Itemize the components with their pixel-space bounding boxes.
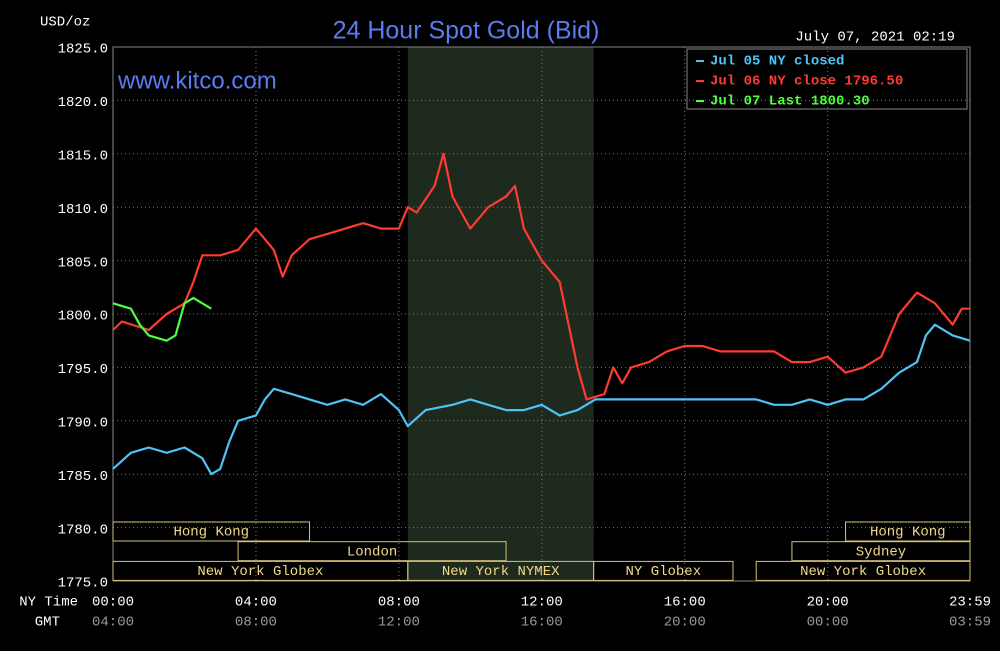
y-tick-label: 1800.0	[58, 309, 108, 325]
x-tick-label: 16:00	[664, 595, 706, 611]
x2-axis-label: GMT	[35, 615, 60, 631]
x2-tick-label: 03:59	[949, 615, 991, 631]
session-label: Hong Kong	[870, 525, 946, 541]
y-axis-label: USD/oz	[40, 15, 90, 31]
y-tick-label: 1820.0	[58, 95, 108, 111]
series-line	[112, 296, 212, 342]
x2-tick-label: 08:00	[235, 615, 277, 631]
session-label: New York Globex	[197, 564, 323, 580]
session-label: London	[347, 544, 397, 560]
y-tick-label: 1780.0	[58, 522, 108, 538]
session-bar	[755, 560, 971, 581]
session-bar	[593, 560, 734, 581]
session-bar	[112, 521, 311, 542]
y-tick-label: 1815.0	[58, 149, 108, 165]
series-line	[112, 152, 970, 401]
x-tick-label: 04:00	[235, 595, 277, 611]
x-tick-label: 00:00	[92, 595, 134, 611]
session-label: Sydney	[856, 544, 906, 560]
x-tick-label: 08:00	[378, 595, 420, 611]
timestamp: July 07, 2021 02:19	[795, 30, 955, 46]
session-bar	[791, 541, 971, 562]
session-bar	[845, 521, 971, 542]
x2-tick-label: 00:00	[807, 615, 849, 631]
y-tick-label: 1790.0	[58, 416, 108, 432]
x2-tick-label: 16:00	[521, 615, 563, 631]
y-tick-label: 1805.0	[58, 255, 108, 271]
legend	[686, 48, 968, 110]
x-tick-label: 23:59	[949, 595, 991, 611]
x2-tick-label: 20:00	[664, 615, 706, 631]
y-tick-label: 1785.0	[58, 469, 108, 485]
y-tick-label: 1810.0	[58, 202, 108, 218]
series-line	[112, 323, 971, 476]
x-tick-label: 12:00	[521, 595, 563, 611]
y-tick-label: 1825.0	[58, 42, 108, 58]
session-bar	[237, 541, 507, 562]
y-tick-label: 1775.0	[58, 576, 108, 592]
session-label: NY Globex	[625, 564, 701, 580]
x2-tick-label: 04:00	[92, 615, 134, 631]
session-label: New York Globex	[800, 564, 926, 580]
x-axis-label: NY Time	[19, 595, 78, 611]
shaded-region	[407, 47, 594, 581]
session-label: Hong Kong	[173, 525, 249, 541]
session-label: New York NYMEX	[442, 564, 560, 580]
legend-label: Jul 07 Last 1800.30	[710, 94, 870, 110]
watermark: www.kitco.com	[117, 67, 277, 94]
chart-title: 24 Hour Spot Gold (Bid)	[333, 17, 600, 45]
x2-tick-label: 12:00	[378, 615, 420, 631]
y-tick-label: 1795.0	[58, 362, 108, 378]
legend-label: Jul 06 NY close 1796.50	[710, 74, 903, 90]
legend-label: Jul 05 NY closed	[710, 54, 844, 70]
x-tick-label: 20:00	[807, 595, 849, 611]
